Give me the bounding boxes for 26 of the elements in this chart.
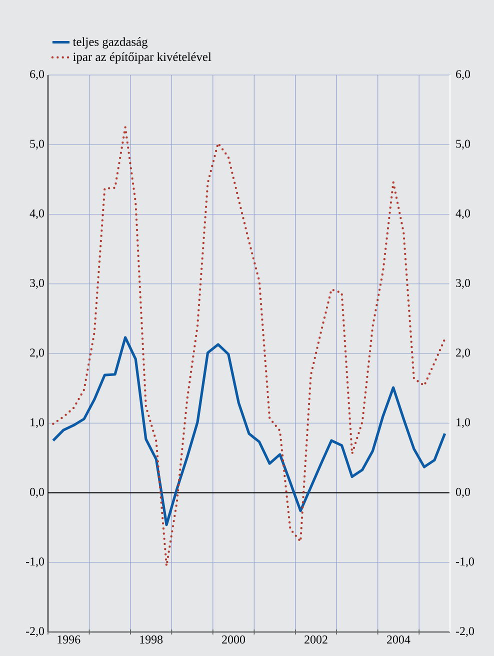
x-tick-label: 2002 (304, 636, 328, 644)
y2-tick-label: 5,0 (456, 140, 470, 150)
y-tick-label: -2,0 (26, 627, 44, 637)
x-tick-label: 1998 (140, 636, 163, 644)
y-tick-label: 2,0 (30, 348, 44, 358)
y-tick-label: 0,0 (30, 488, 44, 498)
y-tick-label: 5,0 (30, 140, 44, 150)
y-tick-label: -1,0 (26, 557, 44, 568)
y-tick-label: 3,0 (30, 278, 44, 289)
y-tick-label: 1,0 (30, 418, 44, 428)
legend-label: teljes gazdaság (72, 37, 148, 49)
y2-tick-label: 3,0 (456, 278, 470, 289)
legend-label: ipar az építőipar kivételével (73, 52, 212, 64)
x-tick-label: 2000 (222, 636, 246, 644)
x-tick-label: 1996 (58, 636, 80, 644)
y2-tick-label: 6,0 (456, 70, 470, 80)
y2-tick-label: 4,0 (456, 209, 470, 220)
line-series (52, 126, 446, 567)
y2-tick-label: -2,0 (456, 627, 474, 637)
y2-tick-label: 1,0 (456, 418, 470, 428)
y-tick-label: 6,0 (30, 70, 44, 80)
y-tick-label: 4,0 (30, 209, 44, 220)
x-tick-label: 2004 (387, 636, 410, 644)
y2-tick-label: -1,0 (456, 557, 474, 568)
y2-tick-label: 2,0 (456, 348, 470, 358)
y2-tick-label: 0,0 (456, 488, 470, 498)
